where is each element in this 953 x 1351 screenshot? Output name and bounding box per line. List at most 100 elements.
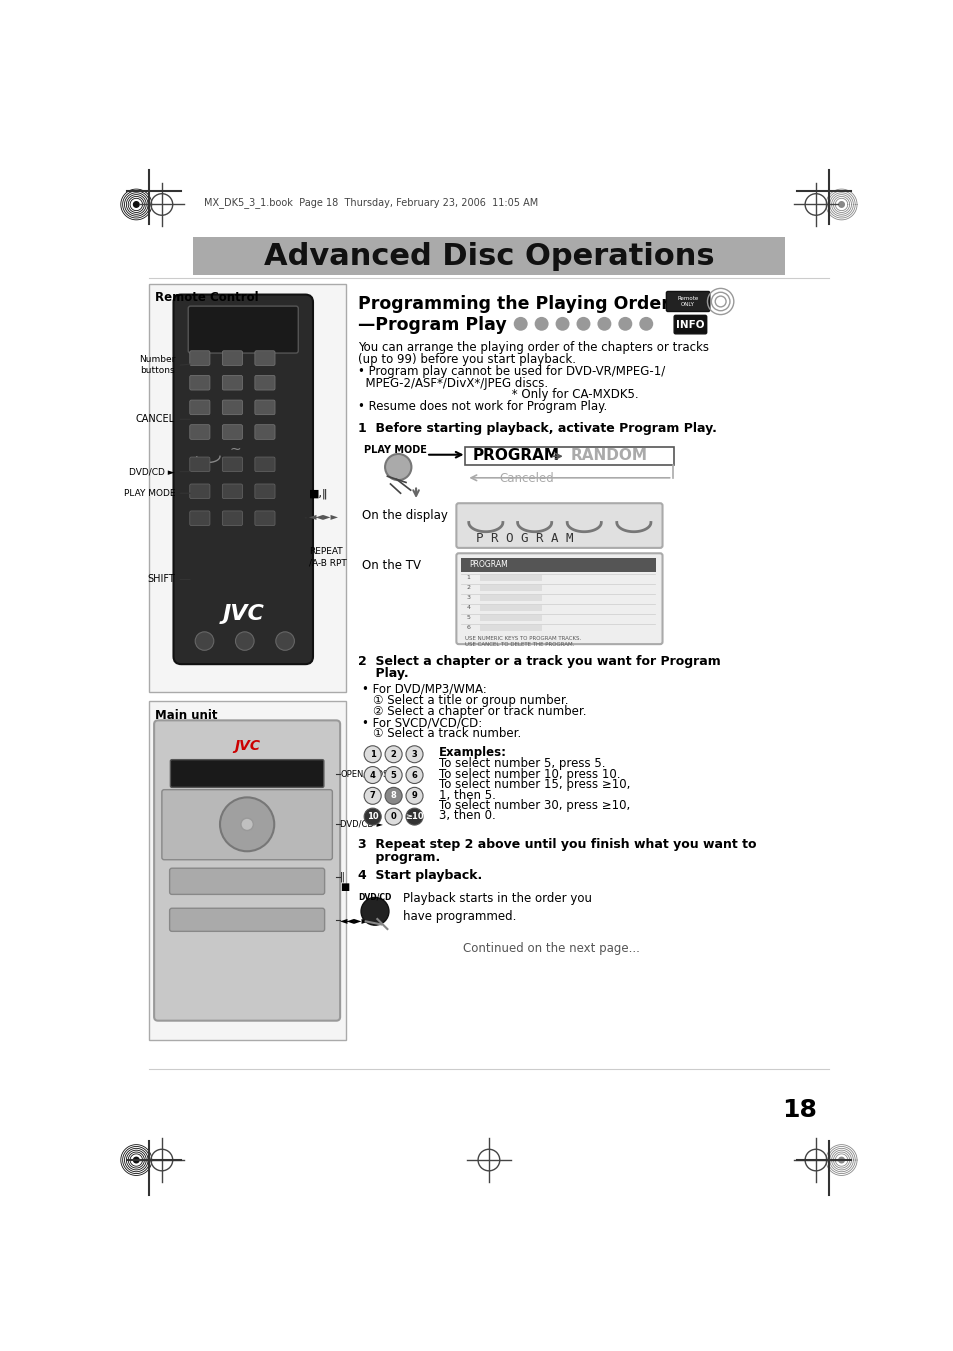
Text: 3  Repeat step 2 above until you finish what you want to: 3 Repeat step 2 above until you finish w… (357, 838, 756, 851)
Text: 4  Start playback.: 4 Start playback. (357, 869, 481, 882)
Circle shape (275, 632, 294, 650)
Text: CANCEL: CANCEL (135, 415, 174, 424)
FancyBboxPatch shape (162, 790, 332, 859)
Text: Remote Control: Remote Control (154, 292, 258, 304)
Text: P R O G R A M: P R O G R A M (476, 532, 573, 544)
FancyBboxPatch shape (222, 484, 242, 499)
Circle shape (235, 632, 253, 650)
Text: Programming the Playing Order: Programming the Playing Order (357, 295, 669, 312)
Text: DVD/CD: DVD/CD (358, 892, 392, 901)
Text: MX_DK5_3_1.book  Page 18  Thursday, February 23, 2006  11:05 AM: MX_DK5_3_1.book Page 18 Thursday, Februa… (204, 197, 538, 208)
Text: (up to 99) before you start playback.: (up to 99) before you start playback. (357, 353, 576, 366)
Text: To select number 10, press 10.: To select number 10, press 10. (439, 767, 620, 781)
Circle shape (406, 746, 422, 763)
Circle shape (364, 808, 381, 825)
Text: To select number 5, press 5.: To select number 5, press 5. (439, 758, 605, 770)
Text: Number
buttons: Number buttons (138, 355, 174, 376)
Text: • For DVD/MP3/WMA:: • For DVD/MP3/WMA: (361, 682, 486, 696)
FancyBboxPatch shape (222, 424, 242, 439)
Circle shape (385, 766, 402, 784)
Circle shape (364, 788, 381, 804)
FancyBboxPatch shape (190, 424, 210, 439)
FancyBboxPatch shape (222, 376, 242, 390)
FancyBboxPatch shape (170, 869, 324, 894)
Text: ■: ■ (340, 882, 349, 893)
FancyBboxPatch shape (254, 457, 274, 471)
Text: program.: program. (357, 851, 439, 863)
FancyBboxPatch shape (190, 400, 210, 415)
FancyBboxPatch shape (222, 457, 242, 471)
FancyBboxPatch shape (222, 511, 242, 526)
Circle shape (406, 766, 422, 784)
Text: PLAY MODE: PLAY MODE (124, 489, 174, 497)
Circle shape (576, 317, 590, 331)
Text: 6: 6 (466, 626, 470, 630)
Circle shape (385, 808, 402, 825)
Text: On the TV: On the TV (361, 559, 420, 571)
Text: PROGRAM: PROGRAM (468, 561, 507, 569)
Text: 0: 0 (391, 812, 396, 821)
FancyBboxPatch shape (480, 626, 542, 631)
Text: 1: 1 (370, 750, 375, 759)
FancyBboxPatch shape (480, 615, 542, 621)
Text: USE CANCEL TO DELETE THE PROGRAM.: USE CANCEL TO DELETE THE PROGRAM. (464, 642, 574, 647)
Text: * Only for CA-MXDK5.: * Only for CA-MXDK5. (357, 389, 638, 401)
Text: 7: 7 (370, 792, 375, 800)
FancyBboxPatch shape (480, 585, 542, 590)
Circle shape (618, 317, 632, 331)
Text: 1, then 5.: 1, then 5. (439, 789, 496, 801)
Text: PLAY MODE: PLAY MODE (364, 446, 427, 455)
Text: 2  Select a chapter or a track you want for Program: 2 Select a chapter or a track you want f… (357, 655, 720, 667)
Circle shape (385, 454, 411, 480)
Circle shape (360, 897, 389, 925)
Text: ② Select a chapter or track number.: ② Select a chapter or track number. (373, 705, 586, 717)
FancyBboxPatch shape (674, 315, 706, 334)
FancyBboxPatch shape (149, 701, 346, 1040)
Text: Playback starts in the order you
have programmed.: Playback starts in the order you have pr… (402, 892, 591, 923)
FancyBboxPatch shape (190, 457, 210, 471)
FancyBboxPatch shape (456, 503, 661, 549)
Text: ① Select a track number.: ① Select a track number. (373, 727, 521, 740)
Circle shape (133, 1158, 139, 1163)
Text: 18: 18 (781, 1097, 817, 1121)
Text: INFO: INFO (676, 320, 704, 331)
Text: • Program play cannot be used for DVD-VR/MPEG-1/: • Program play cannot be used for DVD-VR… (357, 365, 664, 378)
FancyBboxPatch shape (254, 424, 274, 439)
FancyBboxPatch shape (190, 484, 210, 499)
FancyBboxPatch shape (254, 511, 274, 526)
Circle shape (555, 317, 569, 331)
FancyBboxPatch shape (149, 284, 346, 692)
FancyBboxPatch shape (190, 351, 210, 365)
Text: • For SVCD/VCD/CD:: • For SVCD/VCD/CD: (361, 716, 481, 730)
Text: 2: 2 (390, 750, 396, 759)
FancyBboxPatch shape (171, 759, 323, 788)
Text: MPEG-2/ASF*/DivX*/JPEG discs.: MPEG-2/ASF*/DivX*/JPEG discs. (357, 377, 548, 389)
Text: 8: 8 (391, 792, 396, 800)
Text: 3: 3 (466, 594, 470, 600)
FancyBboxPatch shape (254, 484, 274, 499)
Text: ① Select a title or group number.: ① Select a title or group number. (373, 694, 568, 707)
Text: 9: 9 (411, 792, 417, 800)
Circle shape (534, 317, 548, 331)
FancyBboxPatch shape (188, 307, 298, 353)
Text: Continued on the next page...: Continued on the next page... (463, 942, 639, 955)
Text: Canceled: Canceled (499, 471, 554, 485)
Circle shape (364, 766, 381, 784)
FancyBboxPatch shape (193, 236, 784, 276)
Text: 1: 1 (466, 574, 470, 580)
Circle shape (385, 788, 402, 804)
Circle shape (133, 201, 139, 207)
Text: Advanced Disc Operations: Advanced Disc Operations (263, 242, 714, 270)
FancyBboxPatch shape (173, 295, 313, 665)
Text: 3, then 0.: 3, then 0. (439, 809, 496, 823)
Text: 5: 5 (390, 770, 396, 780)
FancyBboxPatch shape (154, 720, 340, 1020)
Text: 4: 4 (466, 605, 470, 609)
Text: 10: 10 (367, 812, 378, 821)
Text: 5: 5 (466, 615, 470, 620)
FancyBboxPatch shape (666, 292, 709, 312)
Text: To select number 30, press ≥10,: To select number 30, press ≥10, (439, 798, 630, 812)
Text: REPEAT
/A-B RPT: REPEAT /A-B RPT (309, 547, 347, 567)
FancyBboxPatch shape (480, 594, 542, 601)
Text: 4: 4 (370, 770, 375, 780)
